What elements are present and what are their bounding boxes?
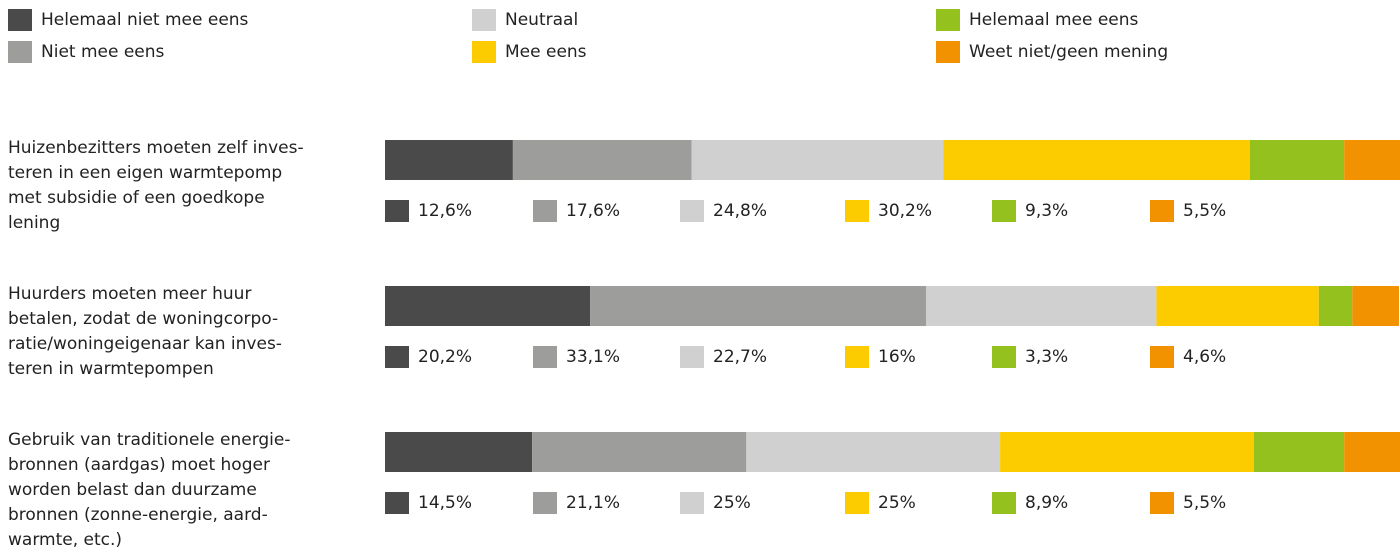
bar-segment	[1344, 140, 1400, 180]
value-swatch	[992, 492, 1016, 514]
bar-segment	[1253, 432, 1345, 472]
legend-swatch	[8, 9, 32, 31]
value-swatch	[1150, 200, 1174, 222]
value-swatch	[385, 346, 409, 368]
value-swatch	[992, 200, 1016, 222]
bar-segment	[385, 140, 513, 180]
bar-segment	[691, 140, 944, 180]
legend-label: Helemaal niet mee eens	[41, 10, 249, 30]
bar-segment	[1352, 286, 1399, 326]
value-label: 14,5%	[418, 493, 472, 513]
bar-segment	[943, 140, 1250, 180]
category-label: Huurders moeten meer huur	[8, 284, 251, 304]
bar-segment	[385, 432, 533, 472]
value-label: 8,9%	[1025, 493, 1068, 513]
value-label: 25%	[713, 493, 751, 513]
bar-segment	[1249, 140, 1345, 180]
legend-swatch	[472, 9, 496, 31]
bar-segment	[1318, 286, 1353, 326]
category-label: teren in warmtepompen	[8, 359, 214, 379]
category-label: worden belast dan duurzame	[8, 480, 257, 500]
legend-label: Helemaal mee eens	[969, 10, 1139, 30]
bar-segment	[385, 286, 591, 326]
value-swatch	[385, 200, 409, 222]
value-label: 17,6%	[566, 201, 620, 221]
value-swatch	[680, 200, 704, 222]
legend-swatch	[8, 41, 32, 63]
category-label: met subsidie of een goedkope	[8, 188, 265, 208]
value-label: 21,1%	[566, 493, 620, 513]
value-label: 5,5%	[1183, 493, 1226, 513]
value-label: 16%	[878, 347, 916, 367]
value-swatch	[385, 492, 409, 514]
bar-segment	[1344, 432, 1400, 472]
value-label: 22,7%	[713, 347, 767, 367]
value-label: 24,8%	[713, 201, 767, 221]
legend-label: Weet niet/geen mening	[969, 42, 1168, 62]
bar-segment	[925, 286, 1157, 326]
value-swatch	[533, 200, 557, 222]
value-swatch	[533, 346, 557, 368]
bar-segment	[746, 432, 1001, 472]
value-swatch	[845, 492, 869, 514]
category-label: teren in een eigen warmtepomp	[8, 163, 282, 183]
legend-label: Niet mee eens	[41, 42, 165, 62]
category-label: bronnen (zonne-energie, aard-	[8, 505, 268, 525]
bar-segment	[512, 140, 692, 180]
value-label: 12,6%	[418, 201, 472, 221]
value-swatch	[1150, 492, 1174, 514]
category-label: ratie/woningeigenaar kan inves-	[8, 334, 282, 354]
bar-segment	[590, 286, 926, 326]
category-label: warmte, etc.)	[8, 530, 122, 550]
bar-segment	[1156, 286, 1319, 326]
value-label: 9,3%	[1025, 201, 1068, 221]
legend-swatch	[936, 9, 960, 31]
value-label: 4,6%	[1183, 347, 1226, 367]
value-swatch	[680, 492, 704, 514]
value-swatch	[845, 200, 869, 222]
value-swatch	[992, 346, 1016, 368]
category-label: bronnen (aardgas) moet hoger	[8, 455, 270, 475]
value-swatch	[680, 346, 704, 368]
value-swatch	[533, 492, 557, 514]
value-label: 20,2%	[418, 347, 472, 367]
bar-segment	[532, 432, 747, 472]
value-swatch	[845, 346, 869, 368]
value-swatch	[1150, 346, 1174, 368]
category-label: betalen, zodat de woningcorpo-	[8, 309, 278, 329]
legend-label: Neutraal	[505, 10, 578, 30]
category-label: Gebruik van traditionele energie-	[8, 430, 291, 450]
value-label: 5,5%	[1183, 201, 1226, 221]
legend-label: Mee eens	[505, 42, 587, 62]
legend-swatch	[472, 41, 496, 63]
value-label: 33,1%	[566, 347, 620, 367]
legend-swatch	[936, 41, 960, 63]
value-label: 25%	[878, 493, 916, 513]
category-label: Huizenbezitters moeten zelf inves-	[8, 138, 304, 158]
bar-segment	[1000, 432, 1254, 472]
category-label: lening	[8, 213, 60, 233]
value-label: 30,2%	[878, 201, 932, 221]
value-label: 3,3%	[1025, 347, 1068, 367]
